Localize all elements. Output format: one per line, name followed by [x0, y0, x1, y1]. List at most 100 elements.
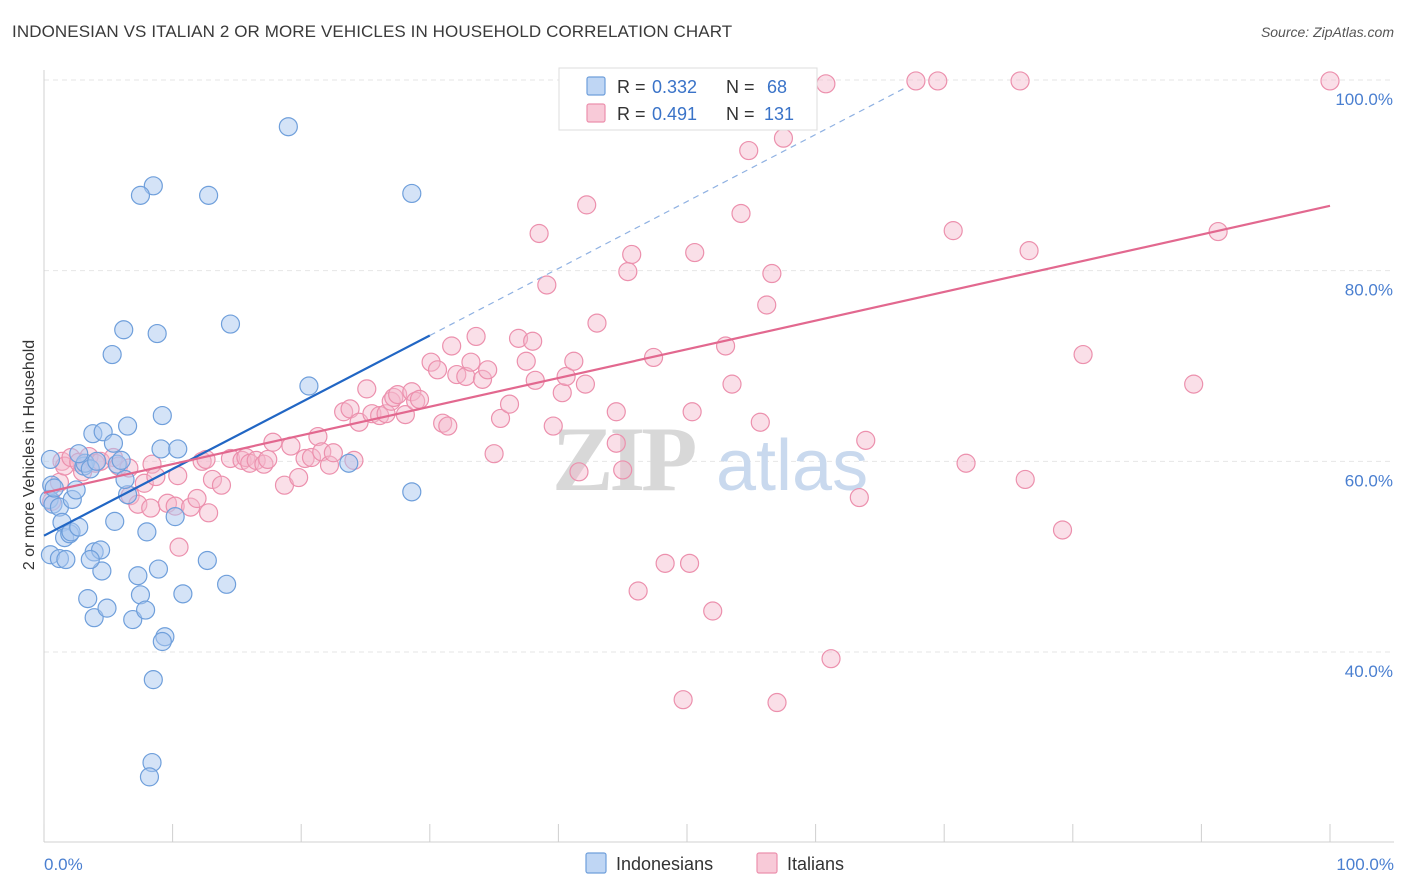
legend-top: R = 0.332 N = 68 R = 0.491 N = 131: [558, 67, 818, 131]
y-tick-label-100: 100.0%: [1335, 90, 1393, 109]
legend-bottom-indonesians-swatch: [585, 852, 607, 874]
italians-point: [319, 455, 340, 475]
italians-point: [499, 394, 520, 414]
italians-point: [722, 374, 742, 394]
indonesians-point: [402, 482, 422, 502]
y-tick-label-40: 40.0%: [1345, 662, 1393, 681]
chart-title: INDONESIAN VS ITALIAN 2 OR MORE VEHICLES…: [12, 22, 733, 41]
italians-point: [523, 331, 543, 351]
legend-n-value-indonesians: 68: [767, 77, 787, 97]
italians-point: [1052, 520, 1073, 540]
indonesians-point: [56, 549, 76, 570]
italians-point: [750, 412, 770, 432]
legend-r-value-italians: 0.491: [652, 104, 697, 124]
italians-point: [816, 74, 836, 94]
italians-point: [679, 553, 700, 573]
indonesians-point: [114, 320, 134, 340]
indonesians-point: [151, 439, 171, 459]
indonesians-points: [39, 117, 422, 787]
italians-point: [169, 537, 189, 557]
indonesians-point: [80, 549, 100, 570]
italians-point: [1010, 71, 1030, 91]
italians-point: [552, 383, 572, 403]
indonesians-point: [148, 559, 169, 579]
italians-point: [956, 453, 976, 473]
indonesians-point: [137, 522, 157, 542]
indonesians-point: [97, 598, 117, 618]
y-tick-label-60: 60.0%: [1345, 471, 1393, 490]
italians-point: [187, 488, 207, 509]
watermark-atlas: atlas: [716, 426, 868, 506]
italians-point: [1320, 71, 1340, 91]
x-ticks: [43, 824, 1331, 842]
italians-point: [196, 449, 216, 470]
italians-point: [856, 430, 876, 450]
italians-point: [906, 71, 926, 91]
italians-point: [478, 360, 498, 380]
indonesians-point: [105, 511, 125, 531]
italians-point: [258, 449, 278, 470]
indonesians-point: [152, 631, 172, 652]
indonesians-point: [217, 574, 237, 594]
legend-bottom-italians-label: Italians: [787, 854, 844, 874]
y-tick-label-80: 80.0%: [1345, 281, 1393, 300]
italians-point: [628, 581, 648, 601]
indonesians-point: [197, 550, 217, 571]
gridlines: [44, 79, 1394, 653]
indonesians-point: [92, 561, 112, 581]
indonesians-point: [117, 416, 138, 436]
indonesians-point: [147, 323, 167, 344]
italians-point: [1073, 344, 1093, 365]
italians-point: [577, 195, 597, 215]
indonesians-point: [339, 453, 359, 473]
x-tick-label-max: 100.0%: [1336, 855, 1394, 874]
italians-point: [525, 370, 545, 390]
watermark-zip: ZIP: [552, 408, 695, 510]
indonesians-point: [78, 589, 98, 609]
legend-r-label-italians: R =: [617, 104, 646, 124]
source-label: Source: ZipAtlas.com: [1260, 24, 1394, 40]
indonesians-point: [168, 439, 188, 459]
italians-point: [442, 336, 462, 356]
y-tick-labels: 40.0% 60.0% 80.0% 100.0%: [1335, 90, 1393, 681]
indonesians-point: [69, 444, 89, 464]
indonesians-point: [128, 566, 148, 586]
italians-point: [762, 263, 782, 284]
italians-point: [731, 203, 751, 224]
italians-point: [773, 128, 794, 148]
indonesians-trend-extension: [429, 87, 906, 337]
italians-point: [466, 326, 486, 347]
legend-italians-swatch: [586, 103, 606, 123]
italians-point: [655, 553, 675, 573]
legend-r-value-indonesians: 0.332: [652, 77, 697, 97]
italians-point: [569, 462, 589, 482]
italians-point: [438, 416, 458, 436]
indonesians-point: [102, 344, 122, 365]
italians-point: [821, 649, 841, 669]
italians-point: [323, 443, 343, 463]
italians-point: [1015, 469, 1035, 490]
italians-point: [564, 351, 584, 371]
italians-point: [757, 295, 777, 315]
italians-point: [141, 498, 161, 518]
italians-point: [622, 244, 642, 265]
italians-point: [456, 366, 476, 387]
indonesians-point: [40, 449, 61, 470]
indonesians-point: [173, 584, 193, 604]
legend-indonesians-swatch: [586, 76, 606, 96]
italians-point: [685, 242, 705, 263]
indonesians-point: [111, 450, 131, 470]
italians-point: [461, 352, 481, 372]
italians-point: [739, 140, 759, 161]
indonesians-point: [165, 507, 185, 527]
italians-point: [388, 385, 408, 405]
italians-points: [42, 70, 1340, 713]
italians-point: [301, 447, 322, 468]
italians-point: [606, 402, 626, 422]
italians-point: [340, 399, 360, 419]
italians-point: [484, 444, 504, 464]
italians-point: [427, 360, 448, 380]
indonesians-point: [143, 670, 163, 690]
italians-point: [1184, 374, 1204, 394]
indonesians-point: [143, 176, 163, 196]
